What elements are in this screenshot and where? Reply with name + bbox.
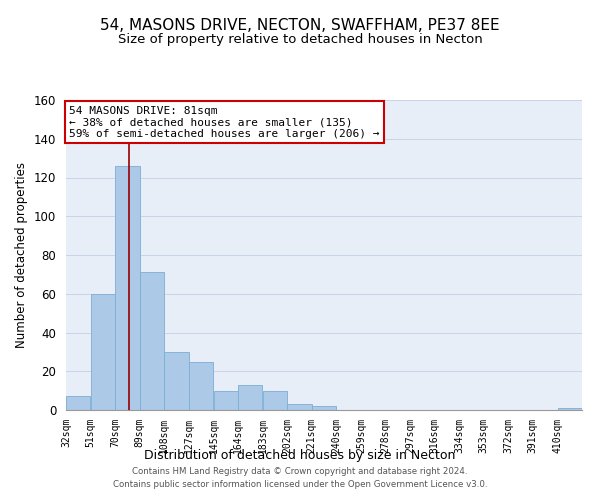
Text: Contains HM Land Registry data © Crown copyright and database right 2024.
Contai: Contains HM Land Registry data © Crown c… [113, 468, 487, 489]
Bar [189, 362, 213, 410]
Bar [115, 166, 140, 410]
Bar [263, 390, 287, 410]
Text: Size of property relative to detached houses in Necton: Size of property relative to detached ho… [118, 32, 482, 46]
Bar [140, 272, 164, 410]
Text: 54 MASONS DRIVE: 81sqm
← 38% of detached houses are smaller (135)
59% of semi-de: 54 MASONS DRIVE: 81sqm ← 38% of detached… [69, 106, 380, 139]
Bar [238, 385, 262, 410]
Bar [91, 294, 115, 410]
Bar [66, 396, 91, 410]
Bar [164, 352, 188, 410]
Bar [214, 390, 238, 410]
Bar [312, 406, 336, 410]
Text: Distribution of detached houses by size in Necton: Distribution of detached houses by size … [145, 448, 455, 462]
Bar [557, 408, 582, 410]
Y-axis label: Number of detached properties: Number of detached properties [16, 162, 28, 348]
Text: 54, MASONS DRIVE, NECTON, SWAFFHAM, PE37 8EE: 54, MASONS DRIVE, NECTON, SWAFFHAM, PE37… [100, 18, 500, 32]
Bar [287, 404, 311, 410]
